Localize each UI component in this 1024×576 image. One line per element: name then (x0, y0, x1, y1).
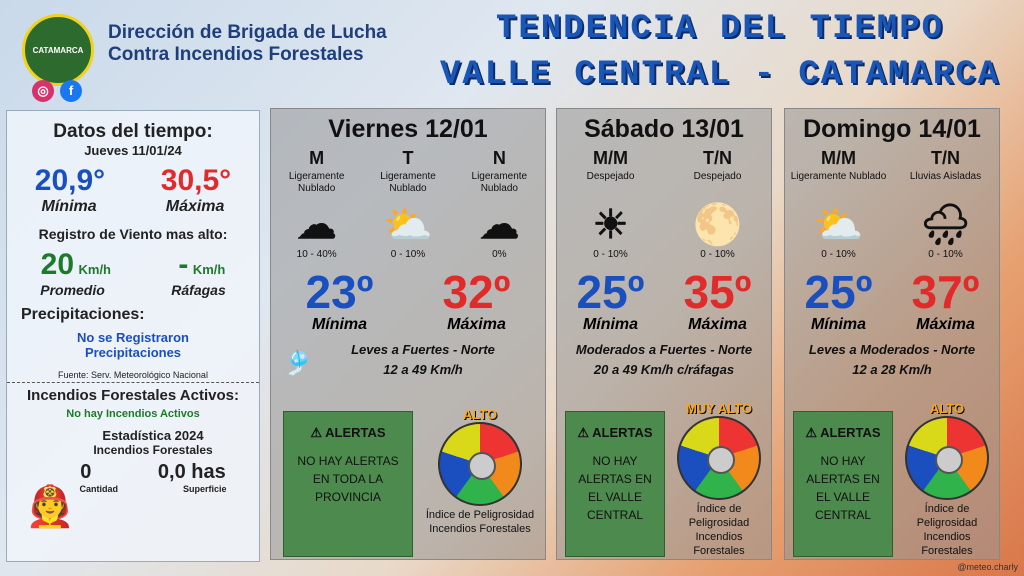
credit-handle: @meteo.charly (957, 562, 1018, 572)
org-name: Dirección de Brigada de Lucha Contra Ince… (108, 22, 387, 65)
firefighter-mascot-icon: 🧑‍🚒 (25, 485, 75, 529)
rain-cloud-icon: 🌧 (920, 203, 971, 247)
instagram-icon[interactable]: ◎ (32, 80, 54, 102)
day-panel-sunday: Domingo 14/01 M/M Ligeramente Nublado ⛅ 0 -… (784, 108, 1000, 560)
moon-wind-icon: 🌕 (692, 203, 743, 247)
fire-risk-gauge: ALTO Índice de Peligrosidad Incendios For… (897, 401, 997, 558)
sun-wind-icon: ☀ (592, 203, 629, 247)
day-panel-friday: Viernes 12/01 M Ligeramente Nublado ☁ 10 - … (270, 108, 546, 560)
moon-cloud-icon: ☁ (479, 203, 520, 247)
brigade-logo: CATAMARCA (22, 14, 94, 86)
partly-cloudy-icon: ⛅ (813, 203, 864, 247)
windsock-icon: 🎐 (283, 350, 313, 377)
alerts-box: ⚠ ALERTAS NO HAY ALERTAS EN EL VALLE CENT… (565, 411, 665, 557)
weather-data-panel: Datos del tiempo: Jueves 11/01/24 20,9° 3… (6, 110, 260, 562)
alerts-box: ⚠ ALERTAS NO HAY ALERTAS EN EL VALLE CENT… (793, 411, 893, 557)
cloudy-icon: ☁ (296, 203, 337, 247)
partly-sunny-icon: ⛅ (383, 203, 433, 247)
fire-risk-gauge: ALTO Índice de Peligrosidad Incendios For… (425, 407, 535, 535)
social-links: ◎ f (32, 80, 82, 102)
page-title: TENDENCIA DEL TIEMPO VALLE CENTRAL - CATA… (439, 10, 1001, 94)
fire-risk-gauge: MUY ALTO Índice de Peligrosidad Incendios… (669, 401, 769, 558)
facebook-icon[interactable]: f (60, 80, 82, 102)
alerts-box: ⚠ ALERTAS NO HAY ALERTAS EN TODA LA PROVI… (283, 411, 413, 557)
day-panel-saturday: Sábado 13/01 M/M Despejado ☀ 0 - 10% T/N Des… (556, 108, 772, 560)
